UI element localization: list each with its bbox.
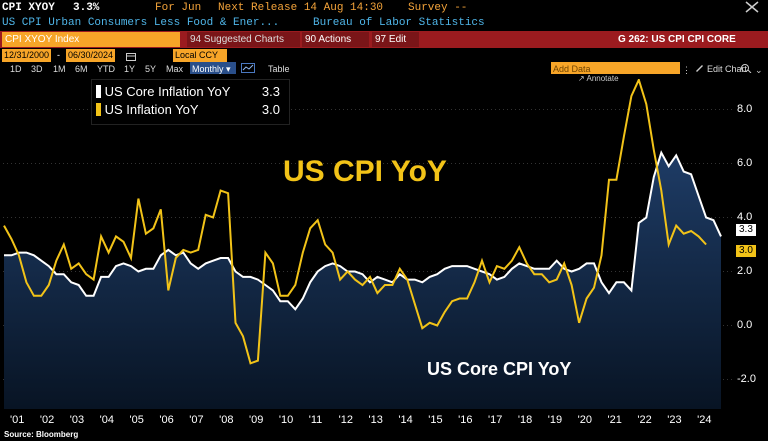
calendar-icon[interactable] — [126, 52, 136, 65]
legend-label-core: US Core Inflation YoY — [104, 84, 231, 99]
end-date-field[interactable]: 06/30/2024 — [66, 49, 116, 62]
edit-menu[interactable]: 97 Edit — [372, 32, 419, 47]
date-range-row: 12/31/2000 - 06/30/2024 Local CCY — [0, 48, 768, 62]
period-1m[interactable]: 1M — [53, 64, 66, 74]
legend-item-core[interactable]: US Core Inflation YoY 3.3 — [96, 83, 286, 101]
period-5y[interactable]: 5Y — [145, 64, 157, 74]
legend-swatch-core — [96, 85, 101, 98]
legend-label-headline: US Inflation YoY — [104, 102, 199, 117]
legend-item-headline[interactable]: US Inflation YoY 3.0 — [96, 101, 286, 119]
ticker[interactable]: CPI XYOY — [2, 2, 55, 14]
core-cpi-area — [4, 152, 721, 409]
start-date-field[interactable]: 12/31/2000 — [2, 49, 52, 62]
y-tick-label: 6.0 — [737, 156, 753, 169]
period-1d[interactable]: 1D — [10, 64, 22, 74]
date-separator: - — [57, 50, 60, 60]
last-value-tag-core: 3.3 — [736, 223, 756, 236]
period-row: 1D 3D 1M 6M YTD 1Y 5Y Max Monthly ▾ Tabl… — [0, 61, 768, 75]
chart-id: G 262: US CPI CPI CORE — [618, 34, 736, 45]
x-tick-label: '02 — [39, 414, 55, 426]
chevron-down-icon[interactable]: ⌄ — [755, 65, 763, 75]
next-release: Next Release 14 Aug 14:30 — [218, 2, 384, 14]
period-label: For Jun — [155, 2, 202, 14]
x-tick-label: '03 — [69, 414, 85, 426]
currency-select[interactable]: Local CCY — [173, 49, 227, 62]
legend-value-core: 3.3 — [261, 84, 280, 99]
add-data-field[interactable]: Add Data — [551, 62, 680, 74]
x-tick-label: '14 — [398, 414, 413, 426]
x-tick-label: '12 — [338, 414, 353, 426]
x-tick-label: '07 — [189, 414, 204, 426]
x-tick-label: '13 — [368, 414, 383, 426]
source-footer: Source: Bloomberg — [4, 430, 79, 439]
x-tick-label: '22 — [637, 414, 652, 426]
period-1y[interactable]: 1Y — [124, 64, 136, 74]
chart-legend: US Core Inflation YoY 3.3 US Inflation Y… — [91, 79, 290, 125]
headline-annotation: US CPI YoY — [283, 155, 447, 188]
window-close-icon[interactable] — [740, 0, 764, 14]
last-value-tag-headline: 3.0 — [736, 245, 756, 258]
period-max[interactable]: Max — [166, 64, 184, 74]
headline-cpi-line — [3, 79, 707, 365]
actions-menu[interactable]: 90 Actions — [302, 32, 369, 47]
annotate-button[interactable]: ↗ Annotate — [578, 74, 619, 83]
x-tick-label: '01 — [10, 414, 25, 426]
suggested-charts-button[interactable]: 94 Suggested Charts — [187, 32, 300, 47]
arrow-icon: ↗ — [578, 74, 585, 83]
y-tick-label: 2.0 — [737, 264, 753, 277]
y-tick-label: 4.0 — [737, 210, 753, 223]
period-3d[interactable]: 3D — [31, 64, 43, 74]
x-tick-label: '24 — [697, 414, 712, 426]
annotate-label: Annotate — [586, 74, 619, 83]
table-button[interactable]: Table — [268, 64, 290, 74]
x-tick-label: '04 — [99, 414, 114, 426]
period-ytd[interactable]: YTD — [97, 64, 115, 74]
core-cpi-line — [4, 150, 722, 311]
frequency-select[interactable]: Monthly ▾ — [190, 62, 236, 74]
core-annotation: US Core CPI YoY — [427, 359, 571, 379]
security-description-row: US CPI Urban Consumers Less Food & Ener.… — [0, 16, 768, 31]
cpi-chart: US CPI YoY US Core CPI YoY — [3, 79, 735, 409]
x-tick-label: '20 — [577, 414, 592, 426]
x-tick-label: '19 — [547, 414, 563, 426]
line-chart-icon[interactable] — [241, 63, 255, 77]
security-description: US CPI Urban Consumers Less Food & Ener.… — [2, 17, 280, 29]
x-tick-label: '10 — [278, 414, 294, 426]
x-tick-label: '18 — [517, 414, 533, 426]
survey: Survey -- — [408, 2, 468, 14]
y-tick-label: -2.0 — [737, 372, 756, 385]
legend-value-headline: 3.0 — [261, 102, 280, 117]
x-tick-label: '09 — [249, 414, 264, 426]
zoom-icon[interactable] — [740, 63, 752, 77]
x-tick-label: '23 — [667, 414, 682, 426]
dropdown-arrow-icon: ▾ — [226, 64, 231, 74]
more-icon[interactable]: ⋮ — [682, 65, 691, 75]
data-source: Bureau of Labor Statistics — [313, 17, 485, 29]
function-toolbar: CPI XYOY Index 94 Suggested Charts 90 Ac… — [0, 31, 768, 48]
index-field[interactable]: CPI XYOY Index — [2, 32, 180, 47]
y-tick-label: 0.0 — [737, 318, 753, 331]
x-tick-label: '15 — [428, 414, 443, 426]
x-tick-label: '17 — [488, 414, 503, 426]
security-header: CPI XYOY 3.3% For Jun Next Release 14 Au… — [0, 0, 768, 16]
y-tick-label: 8.0 — [737, 102, 753, 115]
pencil-icon — [694, 63, 704, 77]
period-6m[interactable]: 6M — [75, 64, 88, 74]
x-tick-label: '11 — [308, 414, 323, 426]
x-tick-label: '21 — [607, 414, 622, 426]
x-tick-label: '16 — [458, 414, 473, 426]
legend-swatch-headline — [96, 103, 101, 116]
frequency-label: Monthly — [192, 64, 224, 74]
x-tick-label: '06 — [159, 414, 174, 426]
x-tick-label: '08 — [219, 414, 234, 426]
x-tick-label: '05 — [129, 414, 144, 426]
edit-chart-button[interactable]: Edit Chart — [707, 64, 748, 74]
last-value: 3.3% — [73, 2, 100, 14]
